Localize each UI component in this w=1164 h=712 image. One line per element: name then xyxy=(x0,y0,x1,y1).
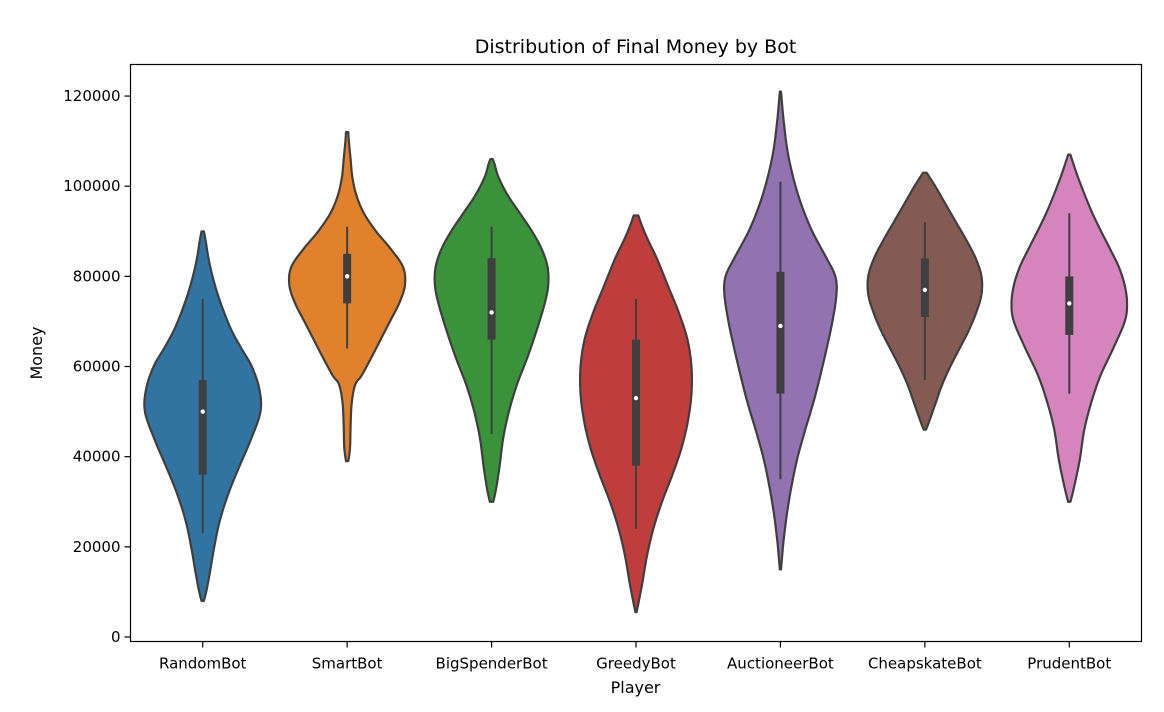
median-marker-auctioneerbot xyxy=(778,323,783,329)
violins-layer xyxy=(143,90,1129,614)
x-tick-label-smartbot: SmartBot xyxy=(312,655,383,673)
median-marker-prudentbot xyxy=(1067,301,1072,306)
median-marker-cheapskatebot xyxy=(922,287,928,293)
iqr-box-randombot xyxy=(198,380,207,475)
median-marker-smartbot xyxy=(344,274,350,279)
y-tick-label-4: 80000 xyxy=(73,267,121,285)
y-tick-label-5: 100000 xyxy=(63,177,120,195)
iqr-box-greedybot xyxy=(632,339,640,466)
violin-bigspenderbot xyxy=(433,158,550,503)
y-tick-label-1: 20000 xyxy=(73,538,121,556)
violin-smartbot xyxy=(287,131,407,463)
violin-prudentbot xyxy=(1010,153,1129,503)
iqr-box-smartbot xyxy=(343,253,352,304)
plot-area-frame xyxy=(129,63,1143,643)
y-tick-label-0: 0 xyxy=(111,628,121,646)
iqr-box-prudentbot xyxy=(1065,276,1074,335)
iqr-box-auctioneerbot xyxy=(776,271,785,394)
violin-cheapskatebot xyxy=(866,171,984,431)
x-tick-label-cheapskatebot: CheapskateBot xyxy=(868,655,982,673)
violin-greedybot xyxy=(578,214,694,614)
y-tick-label-3: 60000 xyxy=(73,358,121,376)
x-tick-label-greedybot: GreedyBot xyxy=(596,655,676,673)
x-tick-label-bigspenderbot: BigSpenderBot xyxy=(436,655,548,673)
y-tick-label-2: 40000 xyxy=(73,448,121,466)
x-axis-label: Player xyxy=(611,678,661,697)
iqr-box-cheapskatebot xyxy=(920,258,929,317)
median-marker-bigspenderbot xyxy=(489,310,494,315)
violin-randombot xyxy=(143,230,263,603)
median-marker-randombot xyxy=(200,409,205,414)
x-tick-label-auctioneerbot: AuctioneerBot xyxy=(727,655,834,673)
y-tick-label-6: 120000 xyxy=(63,87,120,105)
ticks-layer: RandomBot SmartBot BigSpenderBot GreedyBot A… xyxy=(63,87,1111,672)
iqr-box-bigspenderbot xyxy=(487,258,496,340)
violin-auctioneerbot xyxy=(723,90,838,571)
chart-title: Distribution of Final Money by Bot xyxy=(475,36,797,58)
x-tick-label-randombot: RandomBot xyxy=(159,655,247,673)
median-marker-greedybot xyxy=(633,395,639,401)
y-axis-label: Money xyxy=(27,326,46,379)
x-tick-label-prudentbot: PrudentBot xyxy=(1027,655,1111,673)
